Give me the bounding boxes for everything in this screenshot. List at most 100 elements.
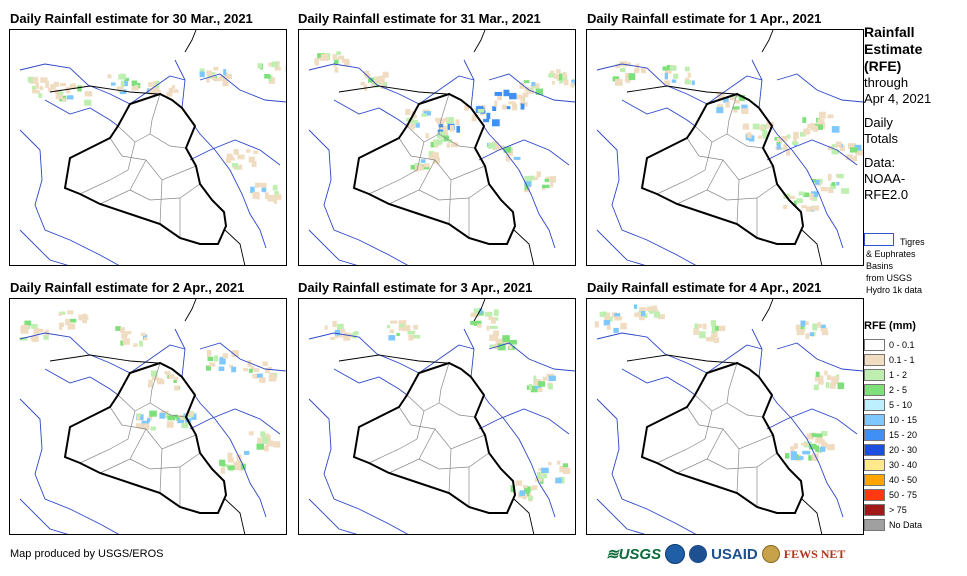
rainfall-cell <box>423 163 430 168</box>
country-border-line <box>49 85 159 95</box>
rainfall-cell <box>173 89 179 93</box>
rainfall-cell <box>147 418 151 422</box>
rainfall-cell <box>32 88 36 94</box>
rainfall-cell <box>373 83 379 88</box>
rainfall-cell <box>790 451 797 457</box>
rainfall-cell <box>803 192 810 197</box>
basin-line <box>129 75 186 105</box>
rainfall-cell <box>831 182 836 186</box>
rainfall-cell <box>65 318 71 325</box>
country-border-line <box>184 30 197 53</box>
rainfall-cell <box>134 84 139 91</box>
panel-title-4: Daily Rainfall estimate for 2 Apr., 2021 <box>10 280 245 295</box>
legend-row: 30 - 40 <box>864 457 922 472</box>
rainfall-cell <box>27 76 33 83</box>
province-boundary <box>726 93 738 135</box>
rainfall-cell <box>31 324 38 329</box>
rainfall-cell <box>805 128 809 134</box>
rainfall-cell <box>510 485 516 493</box>
rainfall-cell <box>368 77 374 83</box>
province-boundary <box>149 362 161 404</box>
map-panel-4 <box>9 298 287 535</box>
rainfall-cell <box>38 93 43 98</box>
rainfall-cell <box>268 62 274 67</box>
rainfall-cell <box>634 312 642 318</box>
basin-line <box>463 328 556 518</box>
rainfall-cell <box>207 356 214 362</box>
rainfall-cell <box>489 334 497 341</box>
rfe-legend: 0 - 0.1 0.1 - 1 1 - 2 2 - 5 5 - 10 10 - 15 15 … <box>864 337 922 532</box>
panel-title-2: Daily Rainfall estimate for 31 Mar., 202… <box>298 11 541 26</box>
rainfall-cell <box>489 344 496 348</box>
rainfall-cell <box>725 101 730 108</box>
rainfall-cell <box>166 421 174 428</box>
rainfall-cell <box>791 141 799 145</box>
rainfall-cell <box>421 113 427 117</box>
rainfall-cell <box>855 149 863 156</box>
rainfall-cell <box>67 310 74 315</box>
rainfall-cell <box>814 433 823 438</box>
rainfall-cell <box>246 149 251 153</box>
rainfall-cell <box>407 330 416 335</box>
province-boundary <box>99 159 147 205</box>
rainfall-cell <box>449 124 455 132</box>
rainfall-cell <box>257 373 263 378</box>
rainfall-cell <box>665 67 672 74</box>
rainfall-cell <box>231 163 239 167</box>
rainfall-cell <box>502 335 510 343</box>
rainfall-cell <box>548 462 552 466</box>
legend-swatch <box>864 353 885 366</box>
province-boundary <box>676 428 724 474</box>
rainfall-cell <box>712 326 716 334</box>
rainfall-cell <box>253 368 259 372</box>
rainfall-cell <box>790 446 795 452</box>
rainfall-cell <box>830 183 836 189</box>
rainfall-cell <box>398 320 407 326</box>
rainfall-cell <box>684 66 690 72</box>
rainfall-cell <box>343 334 351 341</box>
rainfall-cell <box>614 313 621 317</box>
rainfall-cell <box>382 71 389 78</box>
rainfall-cell <box>556 74 560 82</box>
rainfall-cell <box>222 353 228 359</box>
rainfall-cell <box>274 67 281 71</box>
rainfall-cell <box>58 312 62 316</box>
country-border-line <box>224 498 246 534</box>
rainfall-cell <box>848 143 856 149</box>
rainfall-cell <box>510 149 514 155</box>
rainfall-cell <box>810 126 816 130</box>
basin-line <box>19 498 69 534</box>
basin-line-2: & Euphrates <box>866 249 916 259</box>
rainfall-cell <box>604 316 610 321</box>
rainfall-cell <box>260 439 267 444</box>
rainfall-cell <box>800 131 806 137</box>
rainfall-cell <box>423 111 431 116</box>
rainfall-cell <box>533 176 539 181</box>
rainfall-cell <box>229 364 234 368</box>
rainfall-cell <box>257 63 262 69</box>
rainfall-cell <box>268 75 273 82</box>
rainfall-cell <box>808 455 812 461</box>
rainfall-cell <box>809 193 814 200</box>
rainfall-cell <box>557 460 561 465</box>
rainfall-cell <box>148 379 153 386</box>
rfe-title-line-2: Estimate <box>864 41 923 57</box>
rainfall-cell <box>413 335 421 339</box>
rainfall-cell <box>806 433 815 440</box>
rainfall-cell <box>491 317 496 324</box>
basin-line <box>596 398 697 534</box>
rainfall-cell <box>528 175 535 181</box>
rainfall-cell <box>807 124 815 129</box>
rainfall-cell <box>116 86 124 92</box>
rainfall-cell <box>151 86 160 94</box>
rainfall-cell <box>699 331 706 339</box>
rainfall-cell <box>285 66 286 73</box>
rainfall-cell <box>837 174 844 179</box>
country-border-line <box>761 299 774 322</box>
rainfall-cell <box>139 340 143 347</box>
rainfall-cell <box>120 80 125 88</box>
rainfall-cell <box>515 95 522 99</box>
legend-label: > 75 <box>889 504 907 515</box>
rainfall-cell <box>639 307 647 312</box>
basin-line <box>44 368 119 396</box>
